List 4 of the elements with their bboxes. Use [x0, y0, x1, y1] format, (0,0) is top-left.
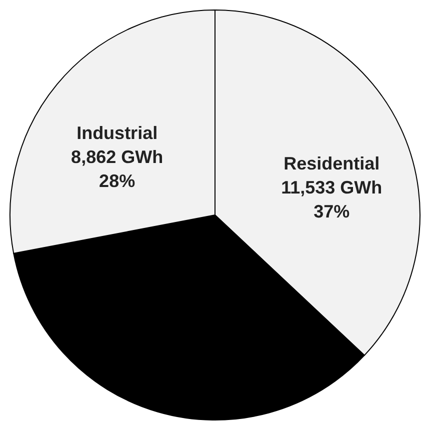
slice-label: Residential [284, 154, 380, 174]
data-label: 8,862 GWh 28% [71, 146, 164, 191]
slice-label: Industrial [76, 122, 158, 143]
data-label: 11,533 GWh 37% [281, 178, 382, 222]
